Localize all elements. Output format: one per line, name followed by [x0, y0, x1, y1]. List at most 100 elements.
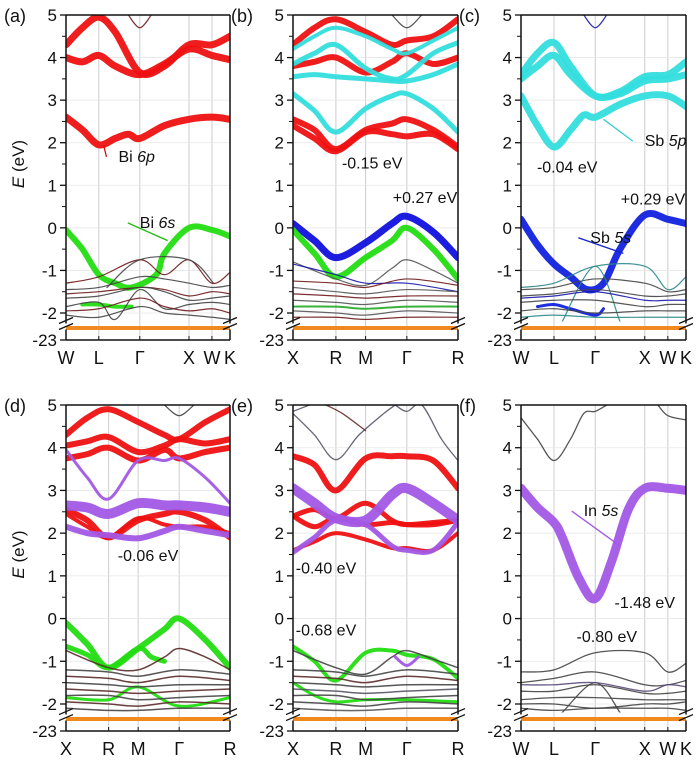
band-line: [66, 275, 230, 291]
kpoint-label: R: [452, 348, 465, 368]
kpoint-label: L: [549, 739, 559, 759]
band-line: [325, 405, 367, 432]
y-tick-label: -23: [259, 722, 284, 741]
axis-break-mark: [285, 713, 301, 722]
band-bi-6p: [293, 50, 458, 76]
y-tick-label: 4: [275, 49, 284, 68]
axis-break-mark: [513, 713, 529, 722]
band-sb-5p: [521, 38, 686, 101]
axis-break-mark: [450, 316, 466, 325]
annotation-leader: [603, 118, 634, 142]
kpoint-label: M: [131, 739, 146, 759]
y-tick-label: 5: [503, 396, 512, 415]
annotation-label: -0.06 eV: [118, 548, 179, 565]
y-tick-label: 3: [48, 481, 57, 500]
annotation-leader: [103, 145, 108, 158]
band-line: [521, 278, 686, 293]
y-tick-label: -2: [269, 695, 284, 714]
y-tick-label: 5: [275, 6, 284, 25]
y-tick-label: 1: [275, 176, 284, 195]
y-tick-label: -2: [497, 304, 512, 323]
band-line: [66, 701, 230, 707]
bands: [66, 15, 230, 320]
kpoint-label: W: [58, 348, 75, 368]
band-line: [293, 669, 458, 677]
y-tick-label: 2: [275, 524, 284, 543]
kpoint-label: L: [94, 348, 104, 368]
kpoint-label: Γ: [402, 739, 412, 759]
band-bi-6p: [66, 113, 230, 149]
axis-break-mark: [58, 713, 74, 722]
band-line: [293, 688, 458, 695]
band-line: [521, 405, 608, 462]
annotation-label: In 5s: [584, 503, 619, 520]
axis-break-mark: [513, 707, 529, 716]
band-line: [66, 707, 230, 712]
kpoint-label: W: [203, 348, 220, 368]
y-tick-label: -2: [42, 304, 57, 323]
panel-label: (b): [231, 6, 253, 26]
y-tick-label: 1: [275, 567, 284, 586]
band-line: [66, 669, 230, 677]
axis-break-mark: [678, 713, 694, 722]
y-tick-label: 4: [503, 439, 512, 458]
y-tick-label: 1: [503, 567, 512, 586]
kpoint-label: W: [659, 348, 676, 368]
y-tick-label: -1: [269, 261, 284, 280]
band-line: [293, 286, 458, 295]
band-line: [521, 291, 686, 302]
band-sb-5s: [536, 302, 605, 317]
band-line: [521, 681, 686, 692]
bands: [66, 405, 230, 712]
band-line: [293, 299, 458, 306]
annotation-label: -0.68 eV: [296, 623, 357, 640]
band-in-5s: [293, 482, 458, 528]
annotation-label: -0.04 eV: [537, 160, 598, 177]
band-line: [66, 694, 230, 701]
axis-break-mark: [222, 322, 238, 331]
band-line: [66, 647, 230, 672]
band-line: [391, 15, 423, 29]
y-tick-label: -2: [497, 695, 512, 714]
band-line: [521, 649, 686, 673]
band-line: [66, 675, 230, 684]
bands: [293, 15, 458, 320]
annotation-label: +0.27 eV: [393, 190, 458, 207]
y-tick-label: 5: [48, 396, 57, 415]
band-bi-6p: [66, 433, 230, 456]
kpoint-label: Γ: [135, 348, 145, 368]
annotation-label: -1.48 eV: [615, 595, 676, 612]
y-axis-label: E (eV): [9, 140, 28, 188]
band-bi-6s: [80, 302, 134, 309]
band-line: [521, 314, 686, 319]
y-axis-label: E (eV): [9, 530, 28, 578]
band-line: [521, 696, 686, 701]
y-tick-label: -2: [269, 304, 284, 323]
band-line: [293, 316, 458, 320]
y-tick-label: 0: [275, 219, 284, 238]
band-line: [293, 701, 458, 707]
band-line: [293, 278, 458, 289]
band-sb-5p: [293, 90, 458, 135]
band-line: [163, 405, 195, 417]
band-sb-5p: [521, 51, 686, 101]
y-tick-label: -23: [487, 722, 512, 741]
axis-break-mark: [450, 707, 466, 716]
band-line: [66, 297, 230, 314]
band-bi-6s: [66, 643, 167, 671]
bands: [521, 15, 686, 322]
axis-break-mark: [450, 713, 466, 722]
band-line: [293, 707, 458, 712]
axis-break-mark: [450, 322, 466, 331]
y-tick-label: 2: [275, 134, 284, 153]
y-tick-label: 2: [503, 134, 512, 153]
band-line: [293, 405, 311, 413]
annotation-label: Bi 6p: [118, 149, 155, 166]
axis-break-mark: [285, 707, 301, 716]
band-line: [521, 299, 686, 308]
band-bi-6s: [293, 224, 458, 282]
y-tick-label: 5: [275, 396, 284, 415]
band-bi-6p: [66, 15, 230, 78]
axis-break-mark: [285, 322, 301, 331]
